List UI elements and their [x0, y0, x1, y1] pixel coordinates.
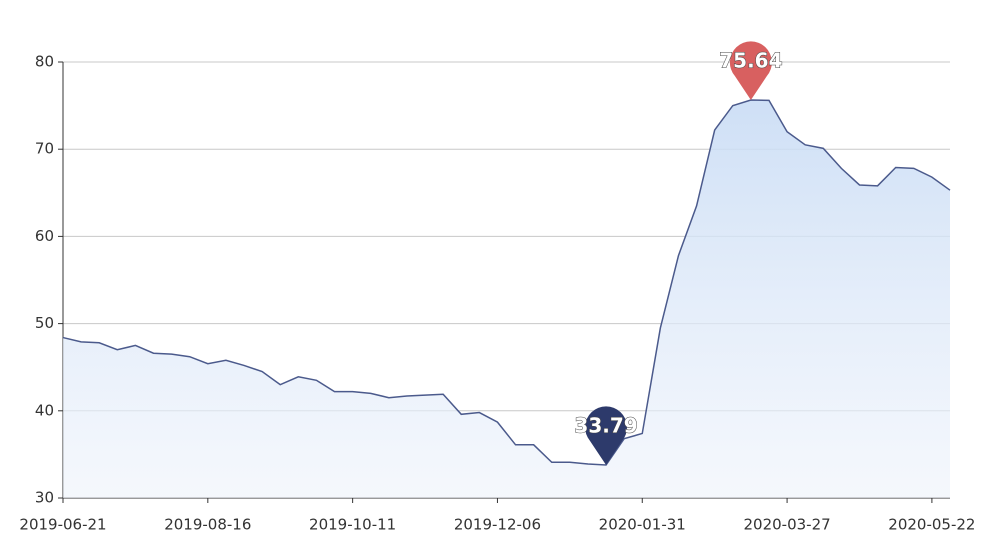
- area: [63, 100, 950, 499]
- x-tick-label: 2019-08-16: [164, 516, 251, 534]
- y-tick-label: 30: [35, 489, 54, 507]
- x-tick-label: 2019-06-21: [19, 516, 106, 534]
- y-tick-label: 80: [35, 53, 54, 71]
- x-tick-label: 2020-05-22: [888, 516, 975, 534]
- marker-pin: [729, 41, 772, 101]
- y-tick-label: 40: [35, 401, 54, 419]
- marker-pin: [585, 406, 628, 465]
- x-tick-label: 2019-10-11: [309, 516, 396, 534]
- line: [62, 99, 951, 466]
- x-tick-label: 2020-01-31: [599, 516, 686, 534]
- y-tick-label: 50: [35, 314, 54, 332]
- marker-label: 75.64: [719, 49, 782, 73]
- y-tick-label: 70: [35, 140, 54, 158]
- marker-label: 33.79: [574, 413, 637, 437]
- x-tick-label: 2019-12-06: [454, 516, 541, 534]
- x-tick-label: 2020-03-27: [743, 516, 830, 534]
- y-tick-label: 60: [35, 227, 54, 245]
